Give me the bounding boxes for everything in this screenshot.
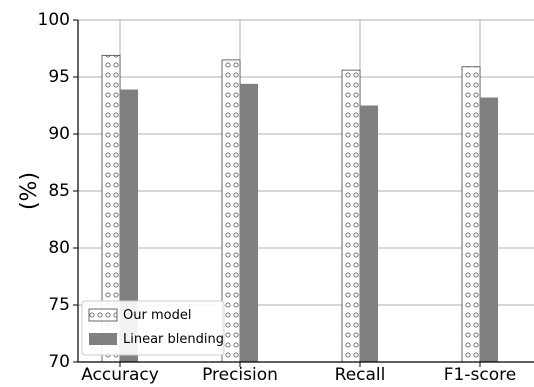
y-tick-label: 85 (48, 181, 70, 201)
x-tick-label: F1-score (444, 365, 516, 385)
legend-swatch-linear-blending (89, 333, 117, 345)
y-tick-label: 95 (48, 67, 70, 87)
y-tick-label: 70 (48, 352, 70, 372)
x-tick-label: Accuracy (81, 365, 159, 385)
bar-linear-blending-recall (360, 105, 378, 362)
legend-box (81, 300, 225, 356)
legend-label-linear-blending: Linear blending (123, 332, 224, 347)
y-tick-label: 100 (38, 10, 70, 30)
bar-linear-blending-precision (240, 83, 258, 362)
y-tick-labels: 70 75 80 85 90 95 100 (38, 10, 70, 372)
y-tick-label: 75 (48, 295, 70, 315)
bar-our-model-recall (341, 69, 361, 363)
bar-our-model-precision (221, 59, 241, 363)
bar-linear-blending-f1-score (480, 97, 498, 363)
y-tick-label: 80 (48, 238, 70, 258)
axes (73, 19, 534, 367)
bar-linear-blending-accuracy (120, 89, 138, 362)
y-tick-label: 90 (48, 124, 70, 144)
x-tick-label: Recall (335, 365, 386, 385)
x-tick-label: Precision (202, 365, 278, 385)
legend-label-our-model: Our model (123, 308, 191, 323)
legend: Our model Linear blending (81, 300, 225, 356)
bars (101, 54, 498, 363)
legend-swatch-our-model (88, 308, 118, 322)
y-axis-label: (%) (17, 172, 42, 210)
x-tick-labels: Accuracy Precision Recall F1-score (81, 365, 516, 385)
bar-our-model-f1-score (461, 66, 481, 363)
